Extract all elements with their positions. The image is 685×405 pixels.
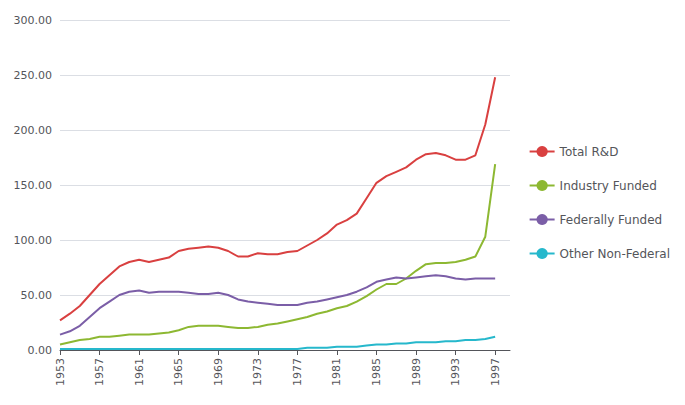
svg-text:Federally Funded: Federally Funded (560, 213, 663, 227)
svg-text:Industry Funded: Industry Funded (560, 179, 657, 193)
svg-text:250.00: 250.00 (14, 69, 53, 82)
svg-text:1981: 1981 (330, 358, 343, 386)
svg-text:1985: 1985 (370, 358, 383, 386)
svg-text:1977: 1977 (291, 358, 304, 386)
svg-text:1989: 1989 (410, 358, 423, 386)
svg-text:1997: 1997 (489, 358, 502, 386)
svg-text:1993: 1993 (449, 358, 462, 386)
svg-text:0.00: 0.00 (28, 344, 53, 357)
svg-text:Other Non-Federal: Other Non-Federal (560, 247, 670, 261)
svg-text:1969: 1969 (212, 358, 225, 386)
svg-text:1961: 1961 (133, 358, 146, 386)
svg-text:200.00: 200.00 (14, 124, 53, 137)
svg-text:100.00: 100.00 (14, 234, 53, 247)
svg-text:300.00: 300.00 (14, 14, 53, 27)
svg-text:1957: 1957 (93, 358, 106, 386)
svg-text:150.00: 150.00 (14, 179, 53, 192)
svg-text:50.00: 50.00 (21, 289, 53, 302)
svg-text:Total R&D: Total R&D (559, 145, 619, 159)
svg-text:1973: 1973 (251, 358, 264, 386)
svg-text:1953: 1953 (54, 358, 67, 386)
svg-text:1965: 1965 (172, 358, 185, 386)
